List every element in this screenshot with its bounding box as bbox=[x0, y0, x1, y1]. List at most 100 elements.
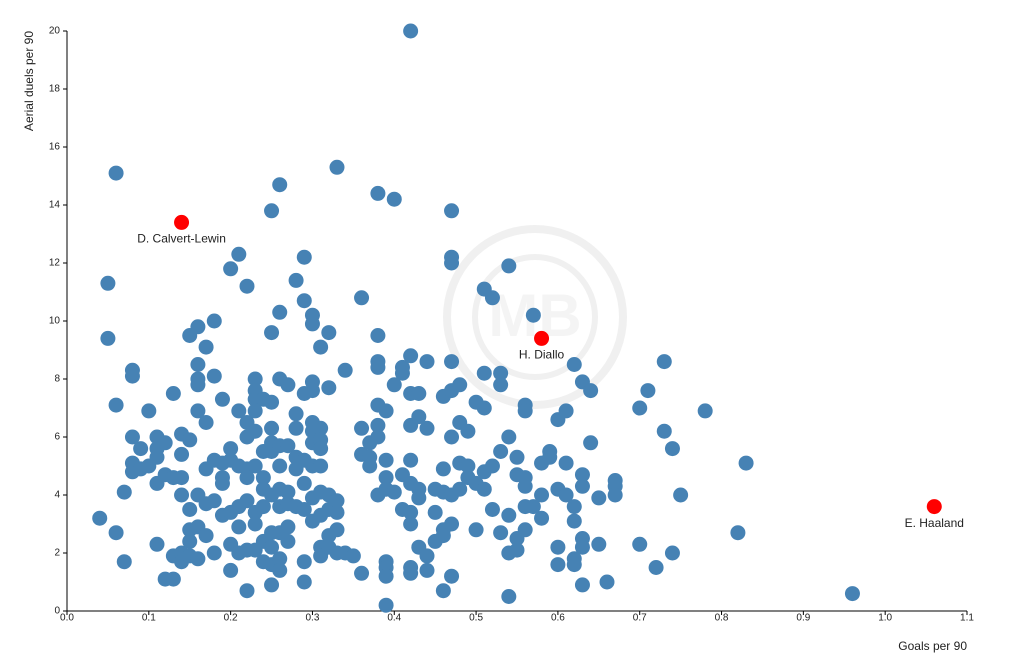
point bbox=[574, 539, 590, 555]
point bbox=[231, 246, 247, 262]
point bbox=[558, 403, 574, 419]
point bbox=[190, 403, 206, 419]
point bbox=[354, 565, 370, 581]
point bbox=[525, 307, 541, 323]
point bbox=[116, 484, 132, 500]
point bbox=[272, 562, 288, 578]
y-tick-label: 6 bbox=[54, 432, 60, 443]
point bbox=[223, 441, 239, 457]
point bbox=[468, 522, 484, 538]
point bbox=[664, 545, 680, 561]
point bbox=[264, 394, 280, 410]
point bbox=[419, 548, 435, 564]
point bbox=[403, 348, 419, 364]
point bbox=[411, 409, 427, 425]
highlight-point bbox=[926, 499, 942, 515]
point bbox=[484, 290, 500, 306]
point bbox=[296, 249, 312, 265]
point bbox=[296, 554, 312, 570]
x-tick-label: 0.1 bbox=[142, 613, 156, 624]
point bbox=[444, 354, 460, 370]
point bbox=[435, 528, 451, 544]
point bbox=[108, 525, 124, 541]
point bbox=[591, 536, 607, 552]
point bbox=[190, 319, 206, 335]
point bbox=[411, 386, 427, 401]
point bbox=[583, 435, 599, 451]
point bbox=[231, 403, 247, 419]
point bbox=[174, 446, 190, 462]
point bbox=[100, 330, 116, 346]
point bbox=[427, 504, 443, 520]
point bbox=[435, 461, 451, 477]
point bbox=[182, 432, 198, 448]
point bbox=[337, 362, 353, 378]
point bbox=[574, 577, 590, 593]
point bbox=[574, 467, 590, 483]
point bbox=[378, 568, 394, 584]
point bbox=[239, 493, 255, 509]
point bbox=[493, 444, 509, 459]
point bbox=[370, 359, 386, 375]
point bbox=[329, 504, 345, 520]
y-tick-label: 2 bbox=[54, 548, 60, 559]
point bbox=[403, 516, 419, 532]
x-tick-label: 0.0 bbox=[60, 613, 74, 624]
point bbox=[484, 502, 500, 517]
point bbox=[599, 574, 615, 590]
point bbox=[566, 513, 582, 529]
point bbox=[157, 435, 173, 451]
point bbox=[493, 377, 509, 393]
point bbox=[452, 377, 468, 393]
point bbox=[149, 536, 165, 552]
point bbox=[566, 357, 582, 372]
point bbox=[264, 420, 280, 436]
y-tick-label: 12 bbox=[49, 258, 61, 269]
point bbox=[534, 487, 550, 503]
point bbox=[190, 357, 206, 372]
point bbox=[190, 551, 206, 567]
point bbox=[345, 548, 361, 564]
point bbox=[574, 478, 590, 494]
point bbox=[493, 365, 509, 381]
point bbox=[247, 423, 263, 439]
point bbox=[304, 383, 320, 399]
point bbox=[370, 185, 386, 201]
point bbox=[419, 420, 435, 436]
point bbox=[313, 458, 329, 474]
point bbox=[484, 458, 500, 474]
point bbox=[542, 449, 558, 465]
y-axis-label: Aerial duels per 90 bbox=[22, 31, 36, 131]
point bbox=[239, 278, 255, 294]
point bbox=[386, 377, 402, 393]
point bbox=[296, 475, 312, 491]
point bbox=[444, 203, 460, 219]
point bbox=[247, 516, 263, 532]
point bbox=[182, 533, 198, 549]
point bbox=[632, 536, 648, 552]
point bbox=[116, 554, 132, 570]
point bbox=[501, 258, 517, 274]
y-tick-label: 4 bbox=[54, 490, 60, 501]
point bbox=[247, 371, 263, 387]
x-tick-label: 0.7 bbox=[633, 613, 647, 624]
point bbox=[550, 539, 566, 555]
point bbox=[607, 487, 623, 503]
point bbox=[304, 316, 320, 332]
point bbox=[378, 597, 394, 613]
point bbox=[534, 510, 550, 526]
point bbox=[214, 391, 230, 407]
point bbox=[517, 478, 533, 494]
point bbox=[378, 470, 394, 486]
point bbox=[362, 458, 378, 474]
point bbox=[664, 441, 680, 457]
point bbox=[264, 325, 280, 341]
point bbox=[525, 499, 541, 515]
point bbox=[444, 255, 460, 271]
point bbox=[476, 481, 492, 497]
point bbox=[632, 400, 648, 416]
point bbox=[354, 420, 370, 436]
point bbox=[313, 441, 329, 457]
point bbox=[280, 533, 296, 549]
